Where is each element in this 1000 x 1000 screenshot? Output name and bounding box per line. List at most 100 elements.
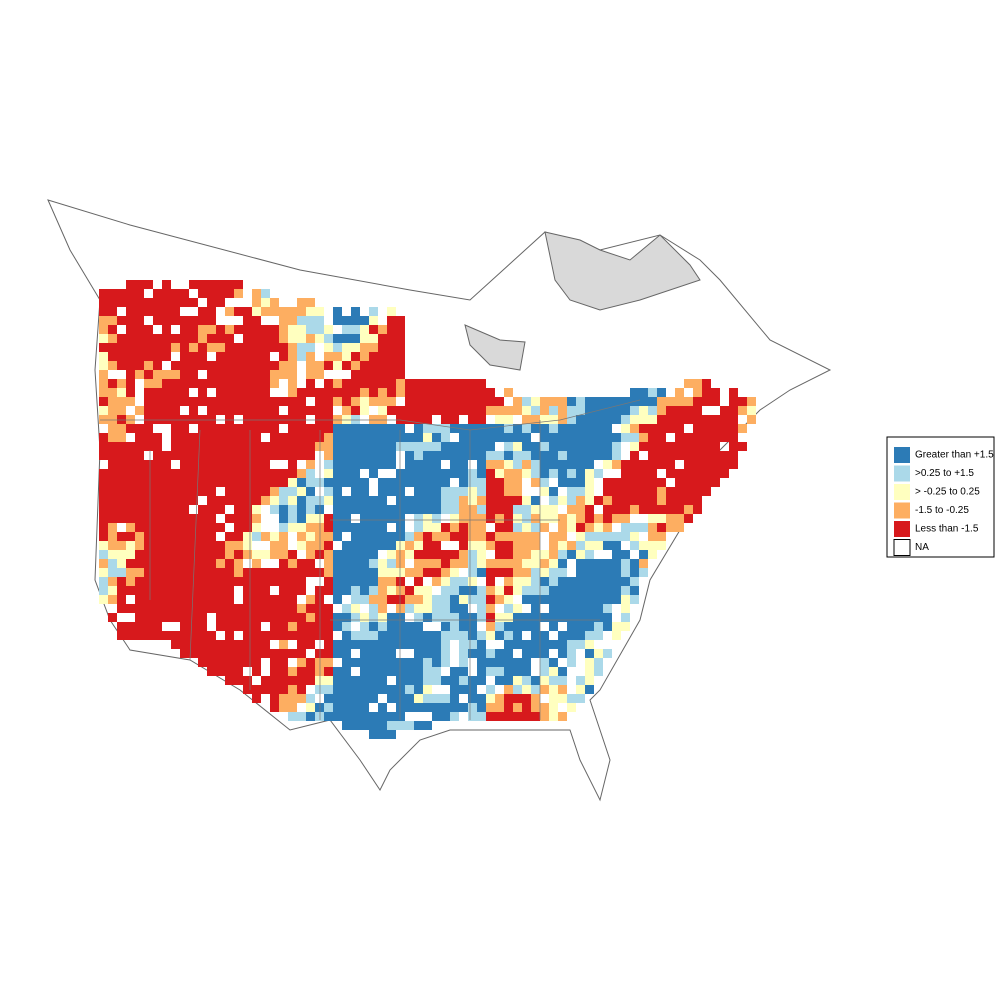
map-cell: [162, 631, 171, 640]
map-cell: [675, 478, 684, 487]
map-cell: [333, 352, 342, 361]
map-cell: [117, 604, 126, 613]
map-cell: [558, 442, 567, 451]
map-cell: [414, 442, 423, 451]
map-cell: [234, 532, 243, 541]
map-cell: [270, 568, 279, 577]
map-cell: [441, 694, 450, 703]
map-cell: [315, 370, 324, 379]
map-cell: [405, 478, 414, 487]
map-cell: [153, 532, 162, 541]
map-cell: [261, 388, 270, 397]
map-cell: [198, 532, 207, 541]
map-cell: [315, 550, 324, 559]
map-cell: [351, 559, 360, 568]
map-cell: [351, 550, 360, 559]
map-cell: [468, 568, 477, 577]
map-cell: [684, 487, 693, 496]
map-cell: [288, 361, 297, 370]
map-cell: [711, 397, 720, 406]
map-cell: [99, 541, 108, 550]
map-cell: [594, 541, 603, 550]
map-cell: [477, 487, 486, 496]
map-cell: [261, 649, 270, 658]
map-cell: [270, 424, 279, 433]
map-cell: [378, 712, 387, 721]
map-cell: [288, 649, 297, 658]
map-cell: [360, 685, 369, 694]
map-cell: [153, 289, 162, 298]
map-cell: [189, 370, 198, 379]
map-cell: [324, 523, 333, 532]
map-cell: [621, 568, 630, 577]
map-cell: [405, 694, 414, 703]
map-cell: [297, 334, 306, 343]
map-cell: [261, 478, 270, 487]
map-cell: [486, 649, 495, 658]
map-cell: [639, 559, 648, 568]
map-cell: [594, 667, 603, 676]
map-cell: [414, 667, 423, 676]
map-cell: [324, 658, 333, 667]
map-cell: [306, 703, 315, 712]
map-cell: [693, 433, 702, 442]
map-cell: [360, 460, 369, 469]
map-cell: [675, 388, 684, 397]
map-cell: [396, 604, 405, 613]
map-cell: [171, 568, 180, 577]
map-cell: [405, 631, 414, 640]
map-cell: [108, 505, 117, 514]
map-cell: [378, 685, 387, 694]
map-cell: [693, 406, 702, 415]
map-cell: [225, 631, 234, 640]
map-cell: [225, 640, 234, 649]
map-cell: [576, 442, 585, 451]
map-cell: [558, 577, 567, 586]
map-cell: [198, 550, 207, 559]
map-cell: [405, 415, 414, 424]
map-cell: [324, 334, 333, 343]
map-cell: [639, 505, 648, 514]
map-cell: [450, 532, 459, 541]
map-cell: [297, 415, 306, 424]
map-cell: [657, 433, 666, 442]
map-cell: [450, 694, 459, 703]
map-cell: [441, 559, 450, 568]
map-cell: [621, 613, 630, 622]
map-cell: [531, 577, 540, 586]
map-cell: [630, 469, 639, 478]
map-cell: [279, 658, 288, 667]
map-cell: [585, 478, 594, 487]
map-cell: [477, 550, 486, 559]
map-cell: [225, 361, 234, 370]
map-cell: [432, 424, 441, 433]
map-cell: [162, 577, 171, 586]
map-cell: [342, 622, 351, 631]
map-cell: [288, 343, 297, 352]
map-cell: [459, 523, 468, 532]
map-cell: [549, 487, 558, 496]
map-cell: [315, 541, 324, 550]
map-cell: [324, 514, 333, 523]
map-cell: [522, 658, 531, 667]
map-cell: [630, 433, 639, 442]
map-cell: [396, 316, 405, 325]
map-cell: [540, 451, 549, 460]
map-cell: [99, 307, 108, 316]
map-cell: [486, 469, 495, 478]
map-cell: [342, 361, 351, 370]
map-cell: [612, 622, 621, 631]
map-cell: [576, 622, 585, 631]
map-cell: [342, 496, 351, 505]
map-cell: [351, 397, 360, 406]
map-cell: [396, 325, 405, 334]
map-cell: [585, 460, 594, 469]
map-cell: [252, 658, 261, 667]
map-cell: [630, 595, 639, 604]
map-cell: [414, 388, 423, 397]
map-cell: [405, 640, 414, 649]
map-cell: [360, 343, 369, 352]
map-cell: [648, 523, 657, 532]
map-cell: [513, 577, 522, 586]
map-cell: [207, 658, 216, 667]
